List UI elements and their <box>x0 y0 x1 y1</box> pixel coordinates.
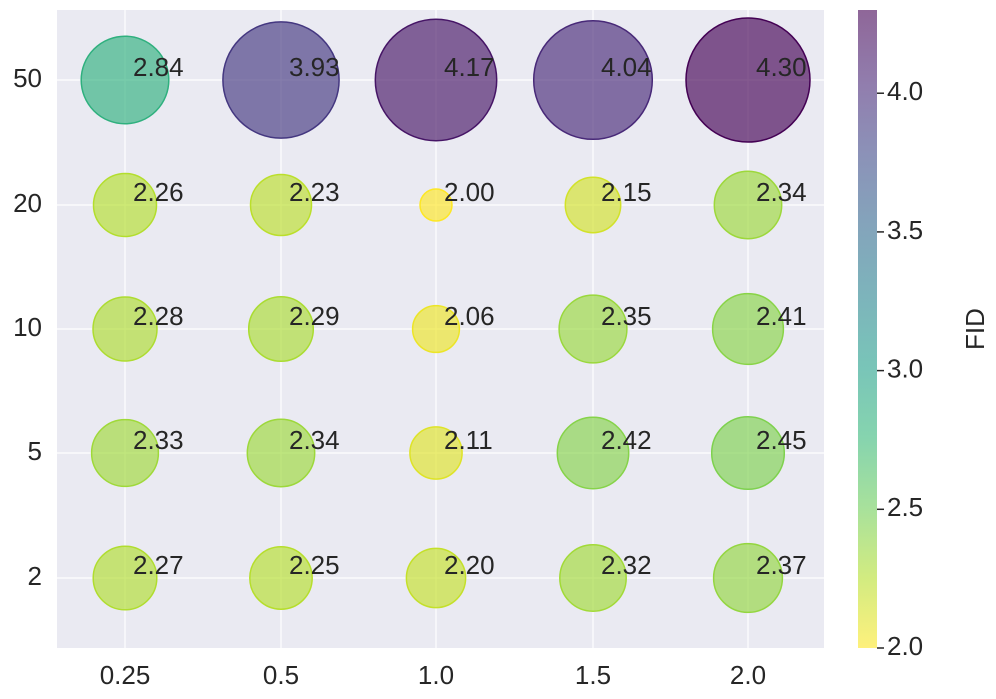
colorbar-title: FID <box>960 308 990 350</box>
bubble-5-1.5 <box>556 416 630 490</box>
bubble-5-1.0 <box>409 426 463 480</box>
bubble-10-1.5 <box>558 294 628 364</box>
value-label: 2.15 <box>601 177 652 207</box>
value-label: 2.25 <box>289 550 340 580</box>
value-label: 2.33 <box>133 425 184 455</box>
bubble-10-2.0 <box>711 292 785 366</box>
value-label: 2.06 <box>444 301 495 331</box>
value-label: 2.20 <box>444 550 495 580</box>
colorbar-tick-label: 2.0 <box>887 631 923 661</box>
value-label: 2.35 <box>601 301 652 331</box>
value-label: 4.30 <box>756 52 807 82</box>
x-tick-label: 1.0 <box>418 660 454 690</box>
y-tick-label: 50 <box>13 63 42 93</box>
x-tick-labels: 0.25 0.5 1.0 1.5 2.0 <box>100 660 766 690</box>
value-label: 2.00 <box>444 177 495 207</box>
value-label: 2.27 <box>133 550 184 580</box>
value-label: 2.45 <box>756 425 807 455</box>
x-tick-label: 0.25 <box>100 660 151 690</box>
value-label: 2.41 <box>756 301 807 331</box>
x-tick-label: 0.5 <box>263 660 299 690</box>
colorbar-tick-label: 4.0 <box>887 76 923 106</box>
bubble-20-0.25 <box>92 172 158 238</box>
x-tick-label: 2.0 <box>730 660 766 690</box>
bubble-50-0.5 <box>222 21 340 139</box>
value-label: 2.42 <box>601 425 652 455</box>
bubble-20-1.0 <box>419 188 453 222</box>
y-tick-label: 5 <box>28 436 42 466</box>
bubble-20-2.0 <box>713 170 783 240</box>
colorbar-tick-label: 2.5 <box>887 492 923 522</box>
value-label: 2.28 <box>133 301 184 331</box>
bubble-5-0.25 <box>90 418 160 488</box>
bubble-50-0.25 <box>80 35 170 125</box>
value-labels: 2.84 3.93 4.17 4.04 4.30 2.26 2.23 2.00 2.15 2.34… <box>133 52 807 580</box>
bubble-50-1.5 <box>532 19 654 141</box>
y-tick-label: 2 <box>28 561 42 591</box>
x-tick-label: 1.5 <box>575 660 611 690</box>
bubble-5-2.0 <box>710 415 786 491</box>
bubble-10-0.25 <box>92 296 158 362</box>
bubble-20-1.5 <box>564 176 622 234</box>
bubble-20-0.5 <box>249 173 313 237</box>
value-label: 2.84 <box>133 52 184 82</box>
value-label: 4.04 <box>601 52 652 82</box>
bubble-50-2.0 <box>685 17 811 143</box>
y-tick-labels: 50 20 10 5 2 <box>13 63 42 591</box>
bubbles <box>80 17 811 614</box>
value-label: 4.17 <box>444 52 495 82</box>
bubble-2-0.25 <box>92 545 158 611</box>
colorbar-tick-label: 3.5 <box>887 215 923 245</box>
bubble-2-2.0 <box>712 542 784 614</box>
y-tick-label: 20 <box>13 188 42 218</box>
value-label: 2.11 <box>444 425 493 455</box>
bubble-10-1.0 <box>411 304 461 354</box>
bubble-10-0.5 <box>247 295 315 363</box>
value-label: 3.93 <box>289 52 340 82</box>
bubble-5-0.5 <box>246 418 316 488</box>
colorbar: 2.0 2.5 3.0 3.5 4.0 FID <box>858 10 990 661</box>
colorbar-gradient <box>858 10 877 648</box>
value-label: 2.34 <box>756 177 807 207</box>
y-tick-label: 10 <box>13 312 42 342</box>
colorbar-ticks: 2.0 2.5 3.0 3.5 4.0 <box>877 76 923 661</box>
value-label: 2.37 <box>756 550 807 580</box>
value-label: 2.32 <box>601 550 652 580</box>
value-label: 2.29 <box>289 301 340 331</box>
value-label: 2.26 <box>133 177 184 207</box>
value-label: 2.34 <box>289 425 340 455</box>
value-label: 2.23 <box>289 177 340 207</box>
colorbar-tick-label: 3.0 <box>887 353 923 383</box>
bubble-2-1.0 <box>405 547 467 609</box>
bubble-2-1.5 <box>559 544 627 612</box>
bubble-2-0.5 <box>249 546 313 610</box>
bubble-50-1.0 <box>374 18 498 142</box>
